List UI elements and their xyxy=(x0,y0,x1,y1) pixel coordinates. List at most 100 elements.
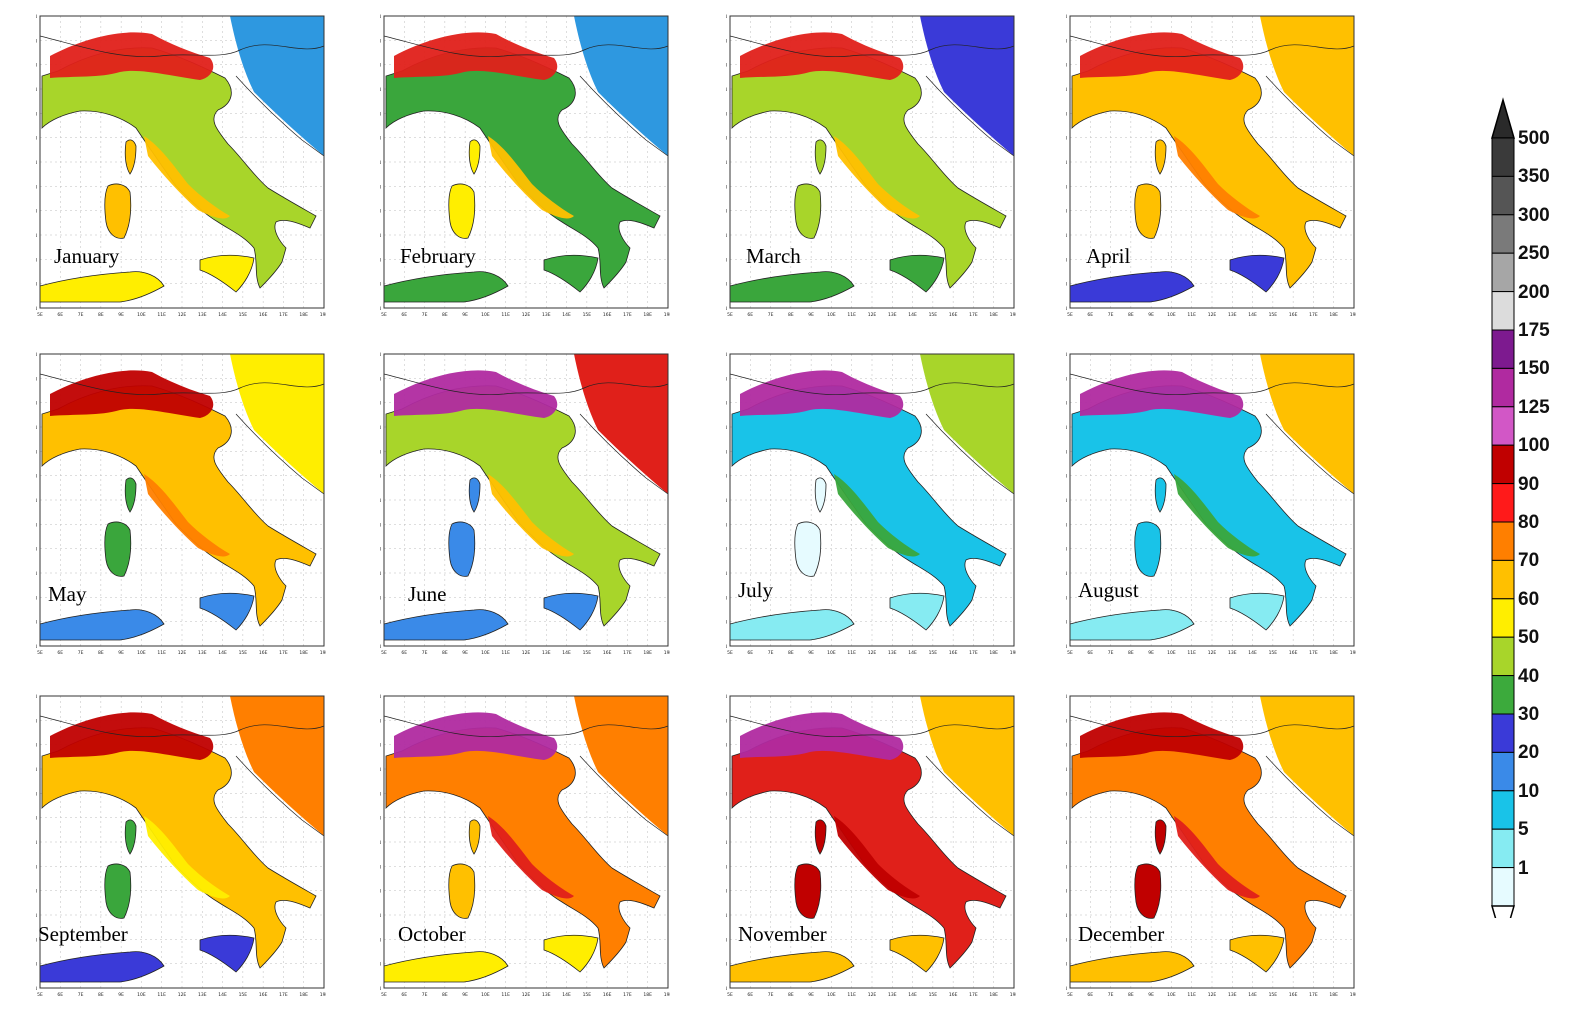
map-plot: 48N 47N 46N 45N 44N 43N 42N 41N 40N 39N 38N 37N 36N5… xyxy=(1066,352,1356,656)
lon-tick-label: 19E xyxy=(1350,312,1356,318)
lon-tick-label: 9E xyxy=(462,650,468,656)
lon-tick-label: 14E xyxy=(908,312,917,318)
lon-tick-label: 17E xyxy=(969,992,978,998)
colorbar-tick-label: 30 xyxy=(1518,704,1540,725)
lon-tick-label: 13E xyxy=(888,650,897,656)
colorbar-segment xyxy=(1491,252,1515,293)
map-panel-february: 48N 47N 46N 45N 44N 43N 42N 41N 40N 39N 38N 37N 36N5… xyxy=(380,12,670,318)
lon-tick-label: 17E xyxy=(279,992,288,998)
lat-tick-label: 47N xyxy=(380,718,381,724)
lon-tick-label: 13E xyxy=(198,312,207,318)
lon-tick-label: 12E xyxy=(1208,312,1217,318)
lat-tick-label: 45N xyxy=(1066,425,1067,431)
north-africa-coast xyxy=(729,951,855,983)
lon-tick-label: 11E xyxy=(157,650,166,656)
country-border xyxy=(235,755,325,837)
lon-tick-label: 18E xyxy=(989,992,998,998)
lon-tick-label: 18E xyxy=(1329,992,1338,998)
map-frame xyxy=(729,695,1015,989)
country-border xyxy=(729,35,1015,57)
lat-tick-label: 40N xyxy=(726,209,727,215)
lat-tick-label: 46N xyxy=(1066,743,1067,749)
lon-tick-label: 10E xyxy=(827,650,836,656)
lon-tick-label: 9E xyxy=(118,650,124,656)
lat-tick-label: 47N xyxy=(1066,38,1067,44)
lat-tick-label: 48N xyxy=(1066,694,1067,700)
lon-tick-label: 11E xyxy=(847,312,856,318)
sicily xyxy=(199,934,255,973)
map-frame xyxy=(39,695,325,989)
lon-tick-label: 5E xyxy=(727,992,733,998)
apennines-region xyxy=(834,474,920,557)
lat-tick-label: 46N xyxy=(36,63,37,69)
map-panel-may: 48N 47N 46N 45N 44N 43N 42N 41N 40N 39N 38N 37N 36N5… xyxy=(36,350,326,656)
lat-tick-label: 39N xyxy=(1066,233,1067,239)
lat-tick-label: 48N xyxy=(1066,14,1067,20)
lon-tick-label: 16E xyxy=(259,312,268,318)
lat-tick-label: 38N xyxy=(726,937,727,943)
map-canvas: 48N 47N 46N 45N 44N 43N 42N 41N 40N 39N 38N 37N 36N5… xyxy=(36,352,326,656)
map-canvas: 48N 47N 46N 45N 44N 43N 42N 41N 40N 39N 38N 37N 36N5… xyxy=(726,694,1016,998)
lon-tick-label: 18E xyxy=(299,992,308,998)
month-label: January xyxy=(54,244,120,268)
map-panel-june: 48N 47N 46N 45N 44N 43N 42N 41N 40N 39N 38N 37N 36N5… xyxy=(380,350,670,656)
lon-tick-label: 5E xyxy=(381,312,387,318)
lon-tick-label: 7E xyxy=(1108,650,1114,656)
lat-tick-label: 42N xyxy=(726,840,727,846)
sardinia xyxy=(1134,863,1162,919)
colorbar-segment xyxy=(1491,214,1515,254)
balkans-region xyxy=(920,354,1014,494)
lon-tick-label: 12E xyxy=(868,992,877,998)
lat-tick-label: 47N xyxy=(726,376,727,382)
country-border xyxy=(1265,413,1355,495)
map-plot: 48N 47N 46N 45N 44N 43N 42N 41N 40N 39N 38N 37N 36N5… xyxy=(726,352,1016,656)
lat-tick-label: 43N xyxy=(726,474,727,480)
lat-tick-label: 39N xyxy=(1066,913,1067,919)
lon-tick-label: 15E xyxy=(239,312,248,318)
country-border xyxy=(39,35,325,57)
map-plot: 48N 47N 46N 45N 44N 43N 42N 41N 40N 39N 38N 37N 36N5… xyxy=(726,694,1016,998)
lat-tick-label: 39N xyxy=(380,913,381,919)
map-canvas: 48N 47N 46N 45N 44N 43N 42N 41N 40N 39N 38N 37N 36N5… xyxy=(36,14,326,318)
lon-tick-label: 15E xyxy=(583,312,592,318)
lon-tick-label: 8E xyxy=(788,992,794,998)
lat-tick-label: 41N xyxy=(380,864,381,870)
lat-tick-label: 40N xyxy=(36,889,37,895)
lon-tick-label: 5E xyxy=(1067,992,1073,998)
lat-tick-label: 38N xyxy=(726,595,727,601)
lat-tick-label: 37N xyxy=(726,620,727,626)
map-canvas: 48N 47N 46N 45N 44N 43N 42N 41N 40N 39N 38N 37N 36N5… xyxy=(1066,14,1356,318)
colorbar-segment xyxy=(1491,867,1515,907)
lat-tick-label: 39N xyxy=(1066,571,1067,577)
lat-tick-label: 41N xyxy=(36,864,37,870)
north-africa-coast xyxy=(1069,609,1195,641)
lon-tick-label: 11E xyxy=(501,312,510,318)
country-border xyxy=(579,755,669,837)
corsica xyxy=(468,477,481,513)
lat-tick-label: 46N xyxy=(726,401,727,407)
apennines-region xyxy=(834,136,920,219)
lat-tick-label: 38N xyxy=(1066,595,1067,601)
map-frame xyxy=(383,353,669,647)
lon-tick-label: 19E xyxy=(664,650,670,656)
lon-tick-label: 10E xyxy=(137,650,146,656)
lon-tick-label: 17E xyxy=(279,650,288,656)
apennines-region xyxy=(488,474,574,557)
lat-tick-label: 38N xyxy=(36,257,37,263)
lon-tick-label: 11E xyxy=(1187,312,1196,318)
lon-tick-label: 5E xyxy=(727,650,733,656)
north-africa-coast xyxy=(1069,951,1195,983)
apennines-region xyxy=(1174,474,1260,557)
lat-tick-label: 43N xyxy=(726,816,727,822)
lat-tick-label: 41N xyxy=(1066,864,1067,870)
colorbar-tick-label: 200 xyxy=(1518,281,1550,303)
lat-tick-label: 43N xyxy=(380,136,381,142)
balkans-region xyxy=(574,354,668,494)
lon-tick-label: 8E xyxy=(788,312,794,318)
country-border xyxy=(383,35,669,57)
lat-tick-label: 38N xyxy=(1066,257,1067,263)
lat-tick-label: 36N xyxy=(1066,644,1067,650)
colorbar-segment xyxy=(1491,137,1515,177)
lat-tick-label: 41N xyxy=(1066,184,1067,190)
lat-tick-label: 38N xyxy=(36,595,37,601)
